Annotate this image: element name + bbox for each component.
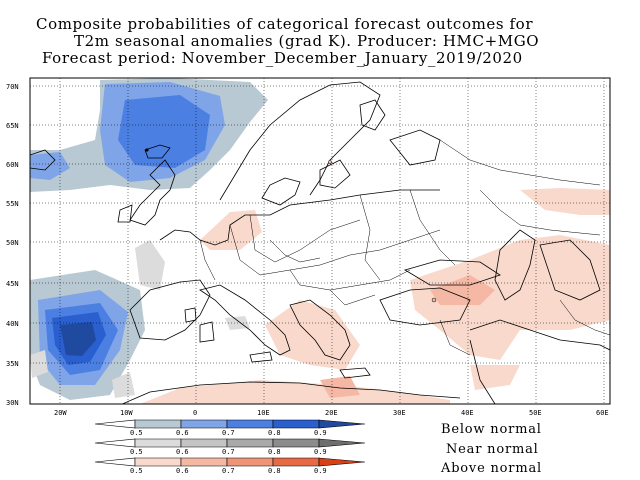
probability-scales: 0.5 0.6 0.7 0.8 0.90.5 0.6 0.7 0.8 0.90.5 0.6 0.7 0… [94,419,366,475]
scale-segment [272,419,320,429]
scale-tick-label: 0.5 [130,429,143,437]
scale-segment [226,419,274,429]
lat-label: 55N [6,200,19,208]
lat-label: 65N [6,122,19,130]
scale-bar-above: 0.5 0.6 0.7 0.8 0.9 [94,457,366,475]
scale-segment [272,438,320,448]
scale-segment [134,457,182,467]
scale-segment [318,457,366,467]
title-line-3: Forecast period: November_December_Janua… [42,49,523,67]
lon-label: 40E [461,409,474,417]
lon-label: 0 [193,409,197,417]
lat-label: 30N [6,399,19,407]
lat-label: 60N [6,161,19,169]
scale-tick-label: 0.8 [268,448,281,456]
country-borders [199,139,610,356]
lon-label: 50E [529,409,542,417]
scale-tick-label: 0.6 [176,467,189,475]
map-title: Composite probabilities of categorical f… [0,16,640,67]
title-line-1: Composite probabilities of categorical f… [36,15,534,33]
scale-segment [134,438,182,448]
scale-segment [318,438,366,448]
scale-arrow-left [94,457,136,467]
title-line-2: T2m seasonal anomalies (grad K). Produce… [74,32,540,50]
near-normal-areas [30,240,250,398]
lon-label: 20E [325,409,338,417]
scale-bar-below: 0.5 0.6 0.7 0.8 0.9 [94,419,366,437]
lon-label: 10E [257,409,270,417]
scale-segment [226,438,274,448]
scale-tick-label: 0.5 [130,448,143,456]
legend-below-label: Below normal [441,422,542,437]
scale-tick-label: 0.6 [176,429,189,437]
lat-label: 70N [6,83,19,91]
scale-arrow-left [94,419,136,429]
scale-tick-label: 0.8 [268,467,281,475]
lon-label: 10W [120,409,133,417]
lon-label: 30E [393,409,406,417]
scale-segment [180,419,228,429]
lat-label: 50N [6,239,19,247]
below-normal-areas [30,78,268,400]
scale-tick-label: 0.9 [314,429,327,437]
scale-tick-label: 0.5 [130,467,143,475]
lat-label: 40N [6,320,19,328]
lat-label: 45N [6,280,19,288]
scale-segment [134,419,182,429]
scale-segment [272,457,320,467]
scale-bar-near: 0.5 0.6 0.7 0.8 0.9 [94,438,366,456]
scale-tick-label: 0.9 [314,448,327,456]
legend-above-label: Above normal [440,461,542,476]
scale-tick-label: 0.7 [222,467,235,475]
scale-segment [318,419,366,429]
small-islands [145,148,437,303]
scale-tick-label: 0.7 [222,429,235,437]
map-frame [29,77,611,405]
scale-segment [226,457,274,467]
above-normal-areas [140,188,610,404]
lon-label: 20W [54,409,67,417]
legend-near-label: Near normal [446,442,539,457]
scale-tick-label: 0.6 [176,448,189,456]
scale-tick-label: 0.7 [222,448,235,456]
graticule [30,78,610,404]
lon-label: 60E [596,409,609,417]
scale-tick-label: 0.9 [314,467,327,475]
scale-segment [180,438,228,448]
coastlines [30,81,610,404]
scale-segment [180,457,228,467]
scale-tick-label: 0.8 [268,429,281,437]
lat-label: 35N [6,360,19,368]
scale-arrow-left [94,438,136,448]
